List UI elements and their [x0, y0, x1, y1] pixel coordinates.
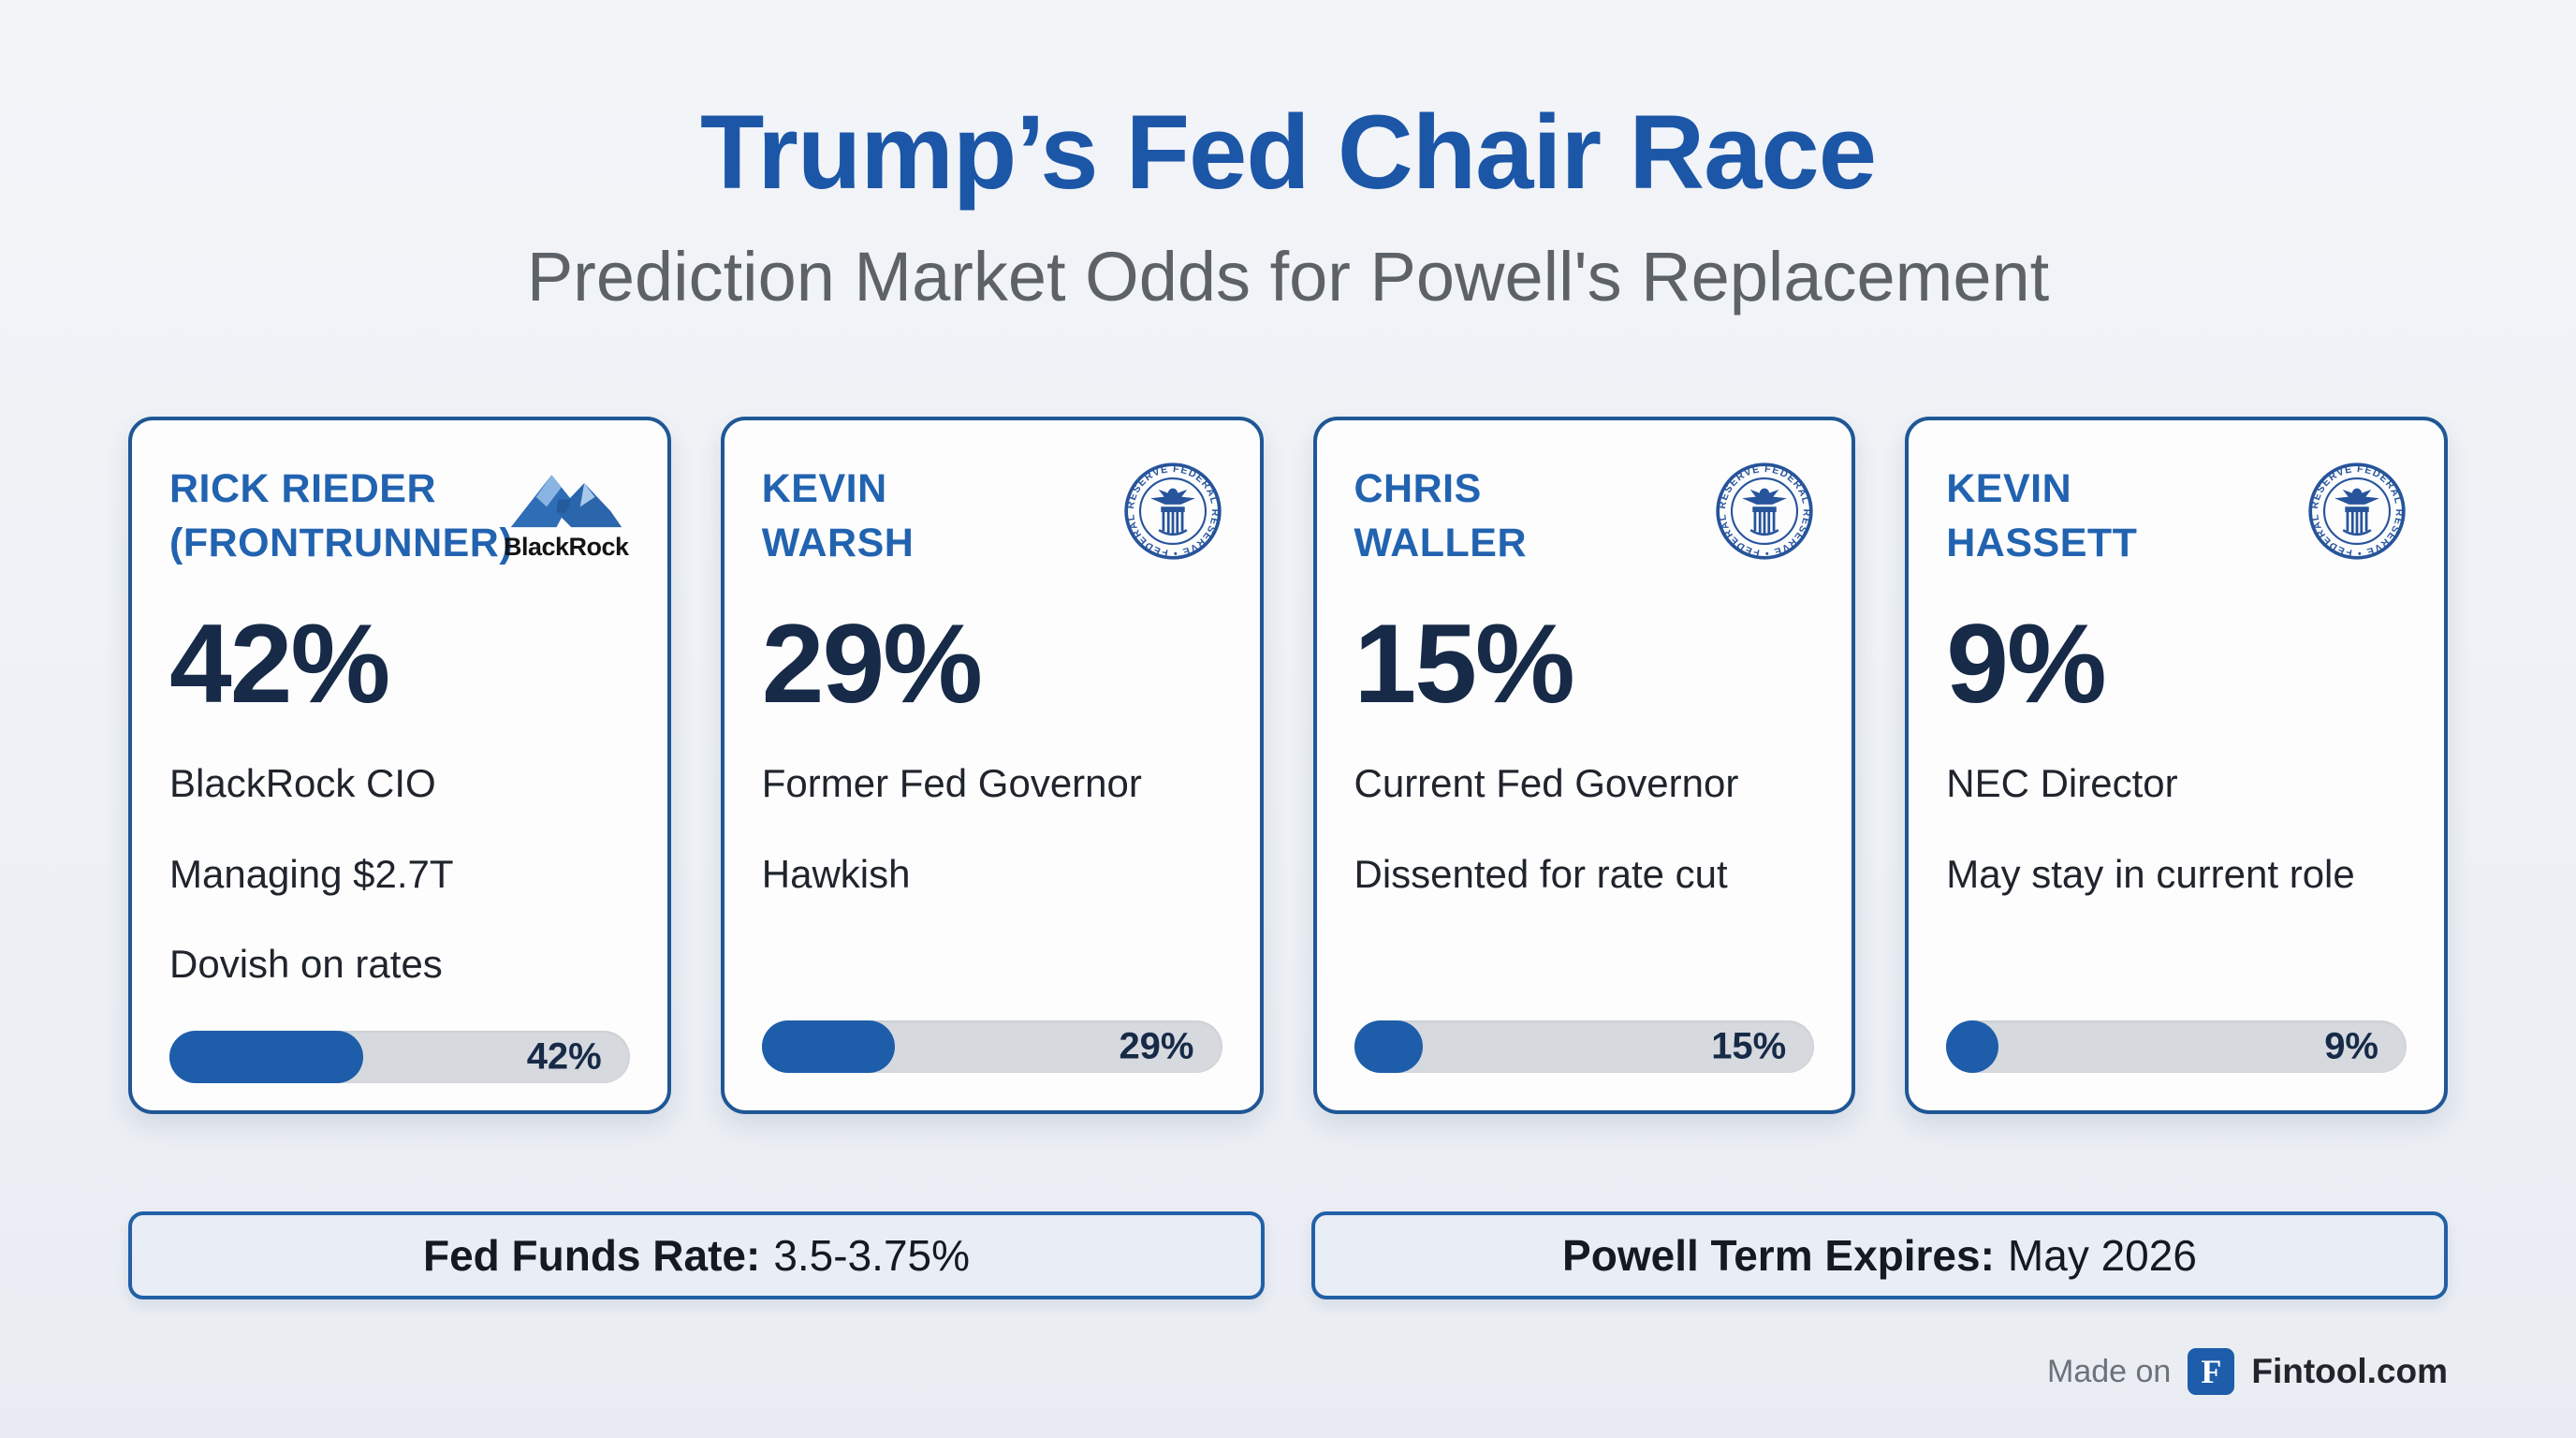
- footer: Made on F Fintool.com: [128, 1348, 2448, 1396]
- fintool-brand[interactable]: Fintool.com: [2251, 1352, 2448, 1391]
- made-on-label: Made on: [2047, 1353, 2172, 1389]
- candidate-name: CHRIS WALLER: [1354, 466, 1528, 566]
- candidate-detail: Current Fed Governor: [1354, 761, 1739, 806]
- candidate-name: KEVIN WARSH: [761, 466, 915, 566]
- note-label: Fed Funds Rate:: [422, 1231, 761, 1281]
- page-subtitle: Prediction Market Odds for Powell's Repl…: [526, 238, 2050, 316]
- odds-progress-track: 42%: [169, 1030, 630, 1083]
- candidate-cards-row: RICK RIEDER (FRONTRUNNER) BlackRock 42% …: [128, 417, 2448, 1115]
- blackrock-wordmark: BlackRock: [503, 533, 629, 562]
- candidate-card-rieder: RICK RIEDER (FRONTRUNNER) BlackRock 42% …: [128, 417, 671, 1115]
- candidate-details: NEC Director May stay in current role: [1946, 759, 2407, 940]
- candidate-detail: Managing $2.7T: [169, 851, 454, 896]
- candidate-details: Current Fed Governor Dissented for rate …: [1354, 759, 1815, 940]
- candidate-card-warsh: KEVIN WARSH FEDERAL RESERVE • FEDERAL RE…: [720, 417, 1264, 1115]
- candidate-detail: May stay in current role: [1946, 851, 2355, 896]
- candidate-card-waller: CHRIS WALLER FEDERAL RESERVE • FEDERAL R…: [1312, 417, 1856, 1115]
- federal-reserve-seal-icon: FEDERAL RESERVE • FEDERAL RESERVE SYSTEM…: [1123, 462, 1222, 560]
- blackrock-mountain-icon: [510, 475, 622, 528]
- odds-bar: 42%: [169, 1030, 630, 1083]
- candidate-name: KEVIN HASSETT: [1946, 466, 2138, 566]
- odds-progress-fill: [761, 1020, 896, 1074]
- powell-term-note: Powell Term Expires: May 2026: [1311, 1211, 2448, 1300]
- odds-percent: 42%: [169, 601, 390, 727]
- candidate-details: BlackRock CIO Managing $2.7T Dovish on r…: [169, 759, 630, 1031]
- odds-percent: 29%: [761, 601, 983, 727]
- candidate-detail: Hawkish: [761, 851, 911, 896]
- odds-bar: 15%: [1354, 1020, 1815, 1074]
- odds-progress-fill: [169, 1030, 363, 1083]
- odds-percent: 15%: [1354, 601, 1575, 727]
- candidate-detail: Dissented for rate cut: [1354, 851, 1728, 896]
- blackrock-logo: BlackRock: [497, 462, 636, 562]
- odds-progress-fill: [1354, 1020, 1424, 1074]
- odds-progress-track: 15%: [1354, 1020, 1815, 1074]
- odds-progress-label: 42%: [526, 1035, 602, 1078]
- odds-progress-fill: [1946, 1020, 1999, 1074]
- footnote-bars: Fed Funds Rate: 3.5-3.75% Powell Term Ex…: [128, 1211, 2448, 1300]
- odds-progress-label: 29%: [1119, 1025, 1194, 1067]
- odds-progress-track: 29%: [761, 1020, 1222, 1074]
- candidate-detail: NEC Director: [1946, 761, 2178, 806]
- federal-reserve-seal-icon: FEDERAL RESERVE • FEDERAL RESERVE SYSTEM…: [1715, 462, 1813, 560]
- candidate-card-hassett: KEVIN HASSETT FEDERAL RESERVE • FEDERAL …: [1905, 417, 2448, 1115]
- odds-progress-track: 9%: [1946, 1020, 2407, 1074]
- odds-bar: 9%: [1946, 1020, 2407, 1074]
- note-value: 3.5-3.75%: [773, 1231, 971, 1281]
- candidate-details: Former Fed Governor Hawkish: [762, 759, 1222, 940]
- fintool-badge-icon: F: [2188, 1348, 2235, 1396]
- fed-funds-rate-note: Fed Funds Rate: 3.5-3.75%: [128, 1211, 1265, 1300]
- candidate-detail: Dovish on rates: [169, 942, 443, 987]
- candidate-detail: BlackRock CIO: [169, 761, 436, 806]
- odds-bar: 29%: [761, 1020, 1222, 1074]
- federal-reserve-seal-icon: FEDERAL RESERVE • FEDERAL RESERVE SYSTEM…: [2307, 462, 2406, 560]
- odds-progress-label: 9%: [2324, 1025, 2378, 1067]
- page-title: Trump’s Fed Chair Race: [700, 94, 1877, 211]
- note-value: May 2026: [2007, 1231, 2197, 1281]
- note-label: Powell Term Expires:: [1562, 1231, 1995, 1281]
- header: Trump’s Fed Chair Race Prediction Market…: [0, 0, 2576, 319]
- candidate-name: RICK RIEDER (FRONTRUNNER): [169, 466, 514, 566]
- odds-progress-label: 15%: [1711, 1025, 1787, 1067]
- odds-percent: 9%: [1946, 601, 2106, 727]
- candidate-detail: Former Fed Governor: [761, 761, 1142, 806]
